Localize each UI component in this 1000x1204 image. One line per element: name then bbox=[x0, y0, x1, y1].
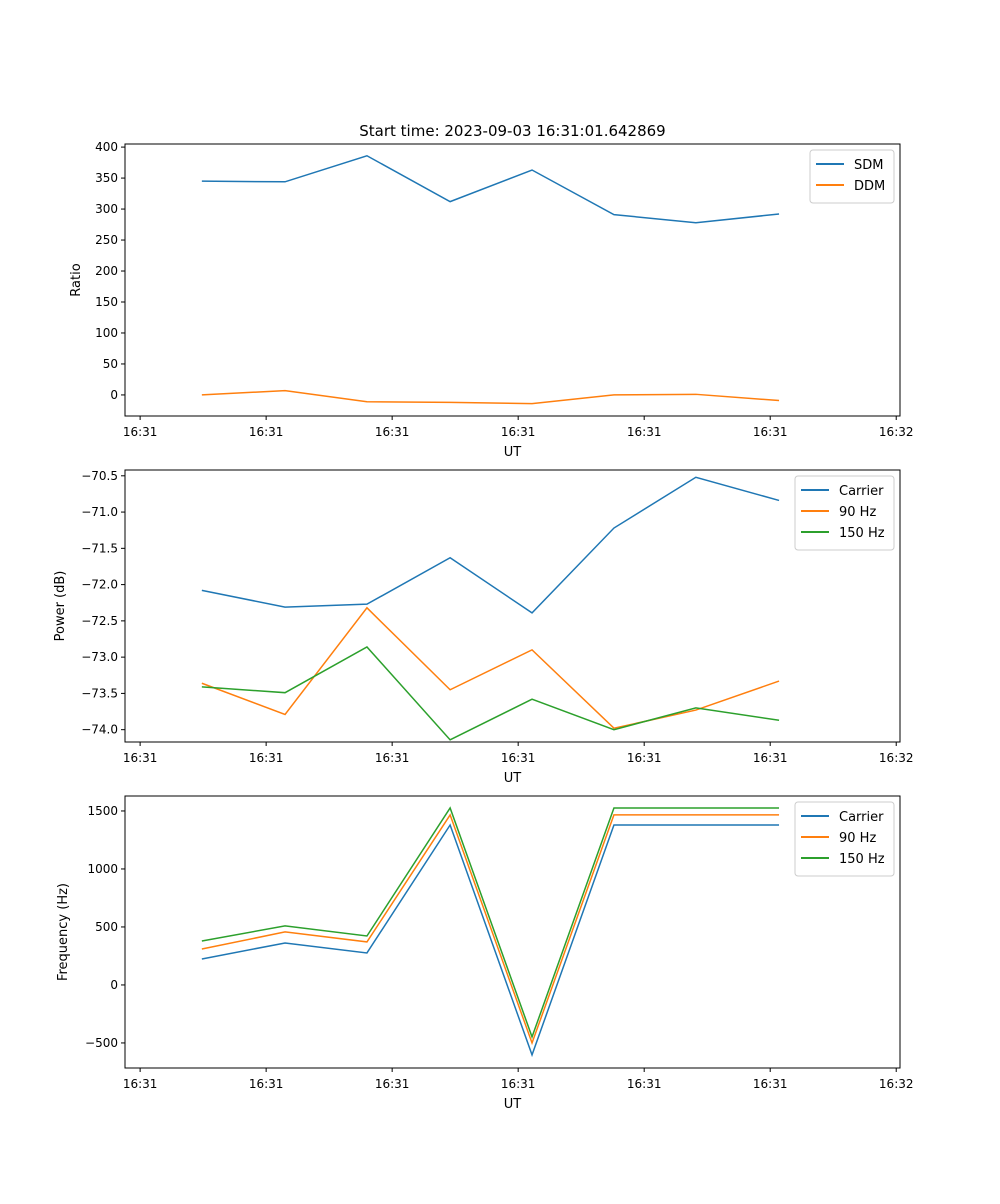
series-line-sdm bbox=[202, 156, 779, 223]
legend: SDM DDM bbox=[810, 150, 894, 203]
y-tick-label: 150 bbox=[95, 295, 118, 309]
y-tick-label: −73.0 bbox=[81, 650, 118, 664]
x-tick-label: 16:31 bbox=[627, 751, 662, 765]
x-tick-label: 16:31 bbox=[375, 1077, 410, 1091]
y-tick-label: −71.0 bbox=[81, 505, 118, 519]
y-tick-label: −72.5 bbox=[81, 614, 118, 628]
axes-frame bbox=[125, 796, 900, 1068]
x-tick-label: 16:31 bbox=[123, 751, 158, 765]
y-tick-label: −71.5 bbox=[81, 541, 118, 555]
y-tick-label: 0 bbox=[110, 388, 118, 402]
x-tick-label: 16:31 bbox=[501, 1077, 536, 1091]
series-line-carrier bbox=[202, 477, 779, 613]
x-tick-label: 16:31 bbox=[249, 751, 284, 765]
y-tick-label: −500 bbox=[85, 1036, 118, 1050]
x-tick-label: 16:32 bbox=[879, 425, 914, 439]
y-tick-label: 50 bbox=[103, 357, 118, 371]
y-tick-label: 350 bbox=[95, 171, 118, 185]
chart-title: Start time: 2023-09-03 16:31:01.642869 bbox=[359, 122, 665, 140]
x-tick-label: 16:31 bbox=[753, 1077, 788, 1091]
legend-label: Carrier bbox=[839, 484, 884, 499]
x-tick-label: 16:31 bbox=[627, 1077, 662, 1091]
y-axis-label: Power (dB) bbox=[53, 571, 68, 642]
series-line-90-hz bbox=[202, 608, 779, 728]
x-tick-label: 16:31 bbox=[501, 425, 536, 439]
y-tick-label: −74.0 bbox=[81, 723, 118, 737]
legend-label: 150 Hz bbox=[839, 852, 885, 867]
axes-frame bbox=[125, 470, 900, 742]
y-axis-label: Ratio bbox=[69, 263, 84, 296]
y-tick-label: 1500 bbox=[87, 804, 118, 818]
y-axis-label: Frequency (Hz) bbox=[56, 883, 71, 981]
y-tick-label: 100 bbox=[95, 326, 118, 340]
series-line-ddm bbox=[202, 391, 779, 404]
x-tick-label: 16:31 bbox=[627, 425, 662, 439]
x-tick-label: 16:31 bbox=[123, 425, 158, 439]
x-tick-label: 16:31 bbox=[375, 425, 410, 439]
x-axis-label: UT bbox=[504, 771, 522, 786]
y-tick-label: 250 bbox=[95, 233, 118, 247]
y-tick-label: −73.5 bbox=[81, 686, 118, 700]
subplot-3: 16:31 16:31 16:31 16:31 16:31 16:31 16:32 −500 0… bbox=[56, 796, 914, 1112]
series-line-150-hz bbox=[202, 808, 779, 1037]
y-tick-label: 0 bbox=[110, 978, 118, 992]
legend-label: 90 Hz bbox=[839, 505, 876, 520]
y-tick-label: 400 bbox=[95, 140, 118, 154]
subplot-1: Start time: 2023-09-03 16:31:01.642869 16… bbox=[69, 122, 914, 460]
legend-label: DDM bbox=[854, 179, 885, 194]
y-tick-label: −72.0 bbox=[81, 578, 118, 592]
legend: Carrier 90 Hz 150 Hz bbox=[795, 802, 894, 876]
x-tick-label: 16:31 bbox=[501, 751, 536, 765]
x-tick-label: 16:31 bbox=[249, 425, 284, 439]
y-tick-label: 200 bbox=[95, 264, 118, 278]
x-tick-label: 16:32 bbox=[879, 1077, 914, 1091]
x-axis-label: UT bbox=[504, 1097, 522, 1112]
series-line-carrier bbox=[202, 825, 779, 1055]
legend-label: 150 Hz bbox=[839, 526, 885, 541]
y-tick-label: 1000 bbox=[87, 862, 118, 876]
x-tick-label: 16:31 bbox=[249, 1077, 284, 1091]
x-tick-label: 16:31 bbox=[753, 751, 788, 765]
x-tick-label: 16:32 bbox=[879, 751, 914, 765]
legend-label: SDM bbox=[854, 158, 883, 173]
axes-frame bbox=[125, 144, 900, 416]
y-tick-label: −70.5 bbox=[81, 469, 118, 483]
series-line-90-hz bbox=[202, 815, 779, 1043]
x-tick-label: 16:31 bbox=[375, 751, 410, 765]
legend-label: Carrier bbox=[839, 810, 884, 825]
legend-label: 90 Hz bbox=[839, 831, 876, 846]
y-tick-label: 300 bbox=[95, 202, 118, 216]
x-axis-label: UT bbox=[504, 445, 522, 460]
x-tick-label: 16:31 bbox=[123, 1077, 158, 1091]
subplot-2: 16:31 16:31 16:31 16:31 16:31 16:31 16:32 −74.0… bbox=[53, 469, 914, 786]
legend: Carrier 90 Hz 150 Hz bbox=[795, 476, 894, 550]
y-tick-label: 500 bbox=[95, 920, 118, 934]
x-tick-label: 16:31 bbox=[753, 425, 788, 439]
series-line-150-hz bbox=[202, 647, 779, 740]
